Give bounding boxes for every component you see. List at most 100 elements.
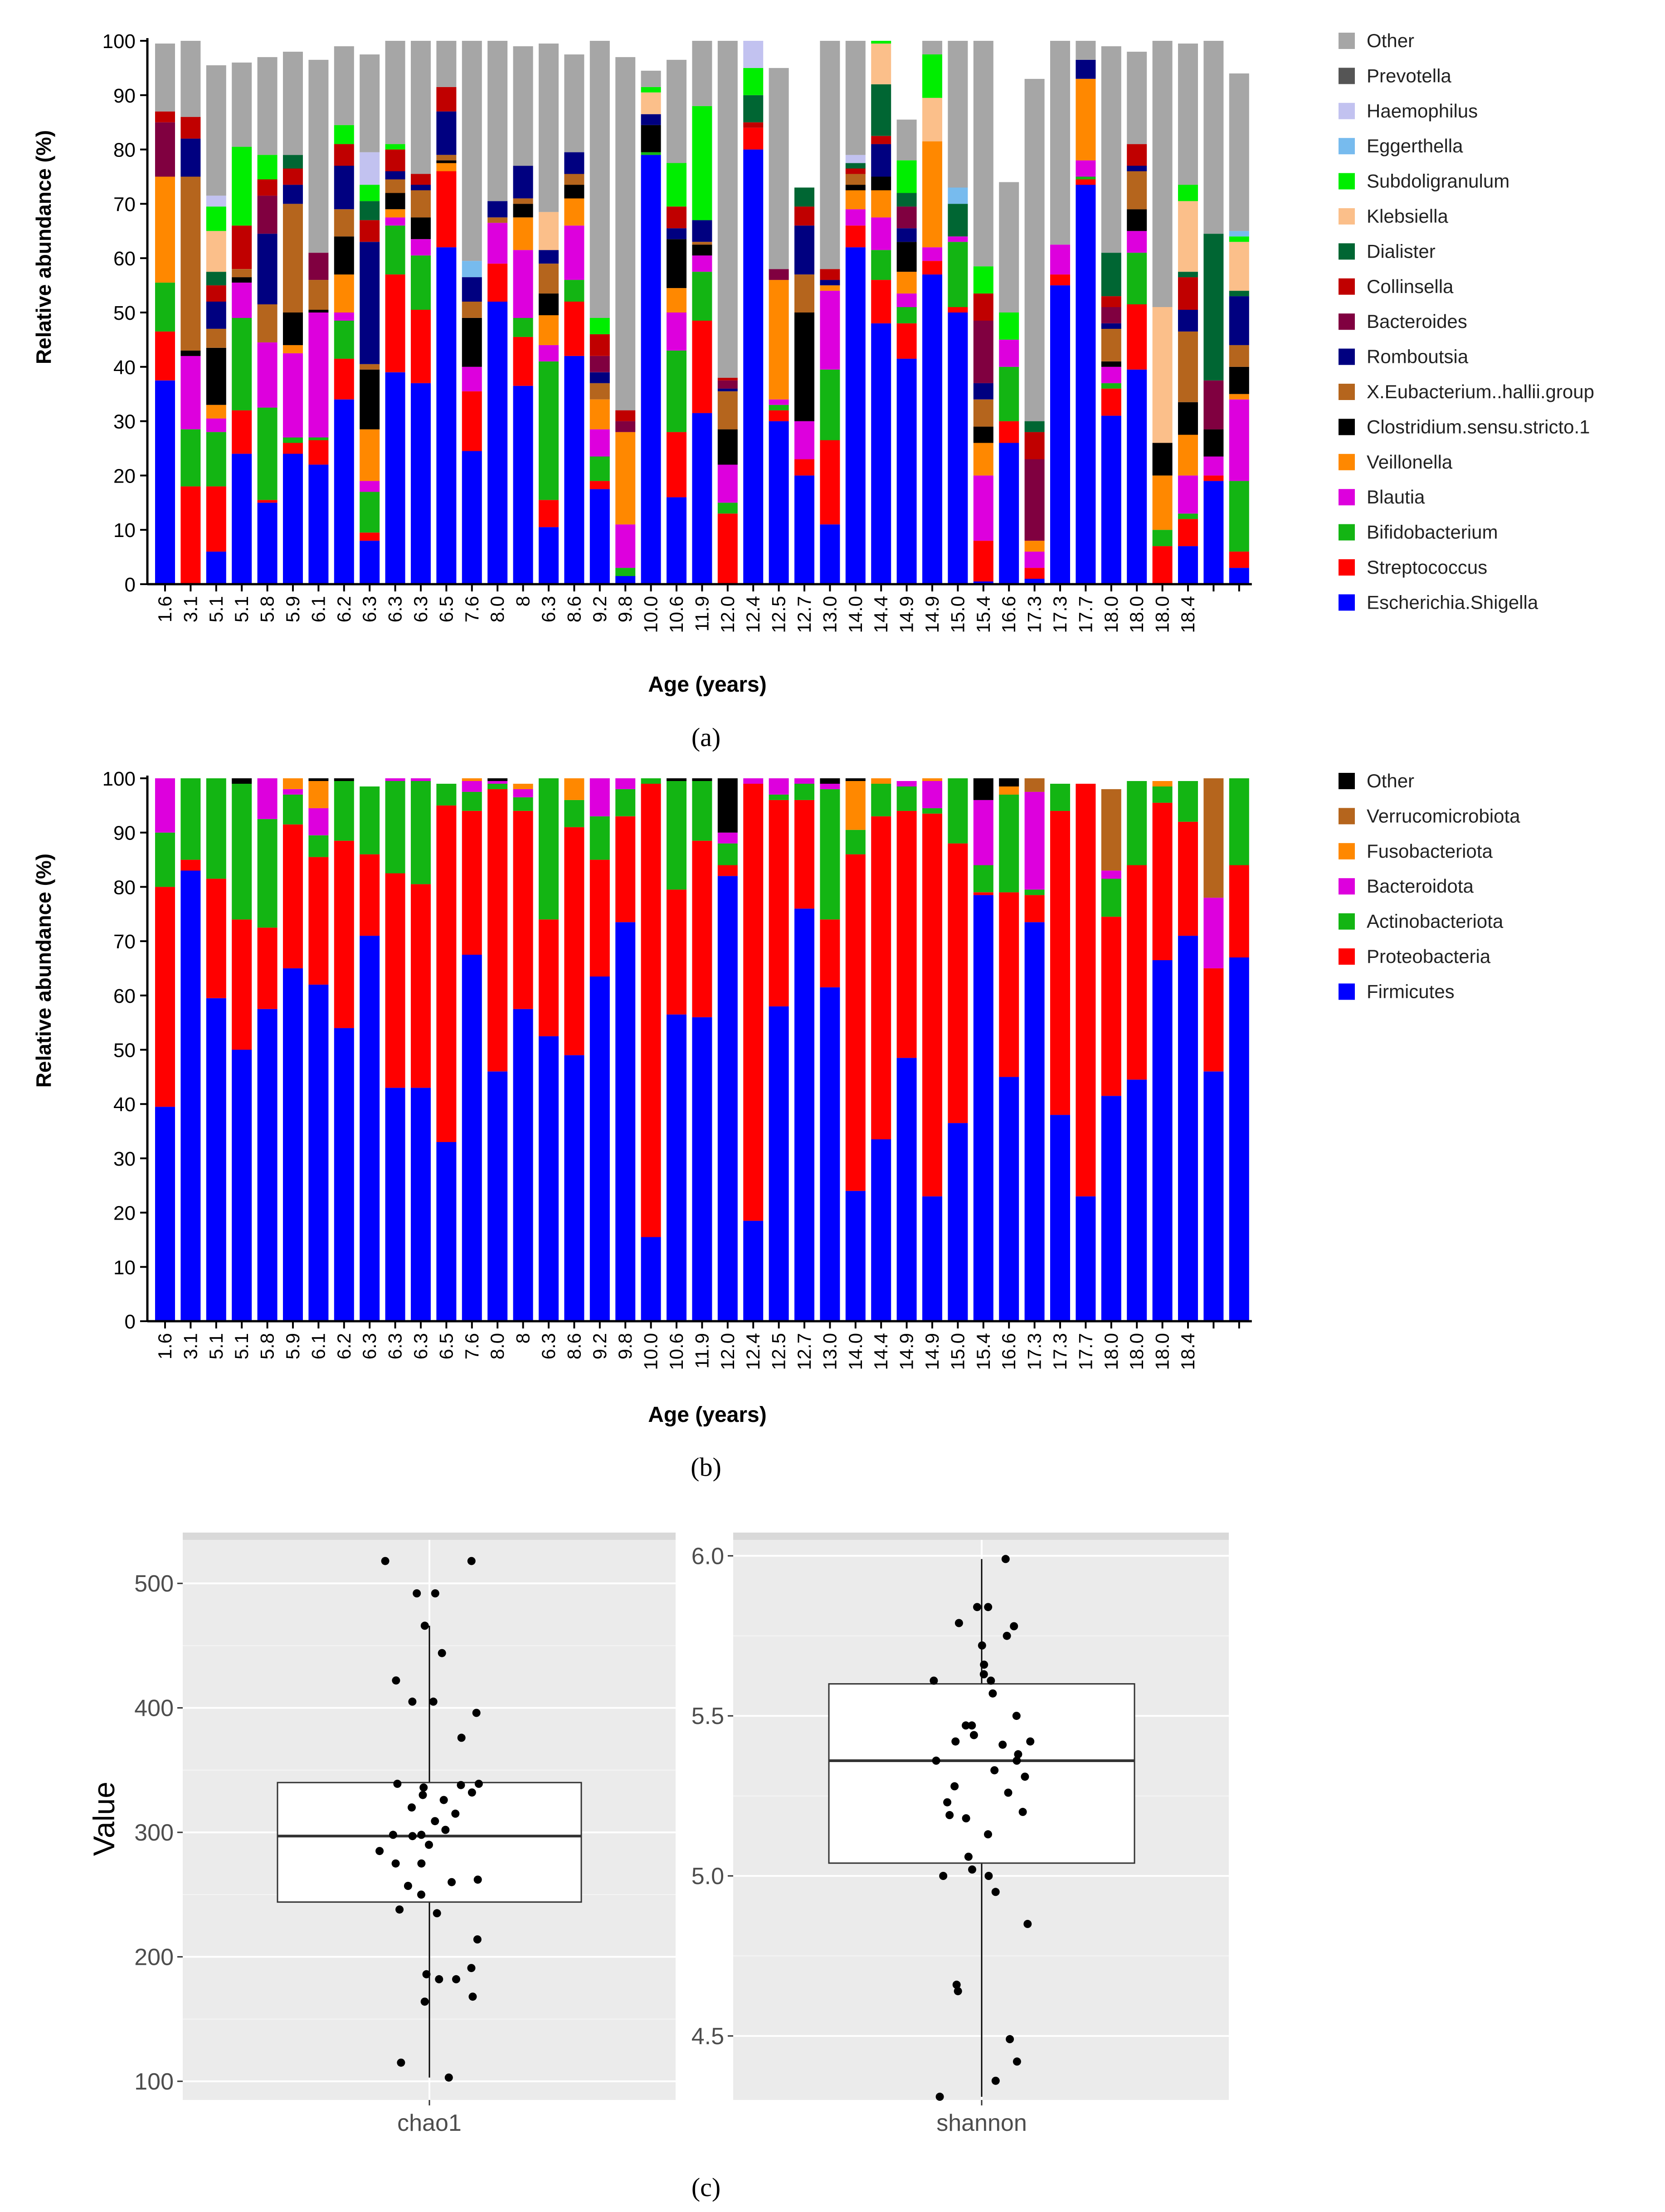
panel-a-bar-escherichia-shigella-26: [820, 524, 840, 584]
facet-chao1-point-41: [420, 1997, 429, 2006]
panel-b-bar-proteobacteria-12: [462, 811, 482, 955]
panel-a-bar-x-eubacterium-hallii-group-38: [1127, 171, 1147, 210]
panel-a-bar-bifidobacterium-38: [1127, 253, 1147, 304]
facet-chao1-point-21: [441, 1826, 450, 1834]
panel-a-bar-other-3: [232, 62, 252, 147]
panel-b-bar-firmicutes-19: [641, 1237, 661, 1321]
panel-a-bar-collinsella-22: [717, 377, 738, 381]
panel-b-bar-firmicutes-31: [948, 1123, 968, 1321]
panel-b-bar-actinobacteriota-8: [360, 786, 380, 855]
panel-a-bar-other-29: [896, 119, 917, 161]
panel-a-legend-swatch-haemophilus: [1339, 103, 1355, 119]
panel-a-bar-x-eubacterium-hallii-group-8: [360, 364, 380, 370]
panel-a-bar-collinsella-2: [206, 285, 226, 302]
panel-a-bar-other-4: [257, 57, 278, 155]
panel-b-bar-actinobacteriota-31: [948, 778, 968, 844]
facet-chao1-point-16: [419, 1791, 427, 1799]
panel-b-caption: (b): [691, 1452, 721, 1482]
panel-b-bar-actinobacteriota-7: [334, 781, 354, 841]
panel-a-bar-blautia-9: [385, 217, 405, 226]
panel-b-y-tick-label-30: 30: [113, 1148, 136, 1170]
panel-a-bar-haemophilus-23: [743, 41, 764, 68]
panel-a-x-tick-label-31: 15.0: [947, 596, 968, 633]
panel-b-bar-proteobacteria-24: [769, 800, 789, 1006]
panel-a-bar-other-35: [1050, 41, 1070, 245]
panel-b-legend-swatch-other: [1339, 773, 1355, 789]
panel-a-bar-other-6: [308, 59, 329, 253]
panel-b-bar-actinobacteriota-20: [667, 781, 686, 890]
facet-shannon-strip: [733, 1533, 1229, 1540]
panel-a-bar-escherichia-shigella-33: [999, 443, 1019, 584]
panel-a-bar-romboutsia-12: [462, 277, 482, 302]
panel-a-bar-subdoligranulum-7: [334, 125, 354, 144]
panel-a-bar-blautia-34: [1024, 552, 1045, 568]
panel-b-bar-actinobacteriota-22: [717, 843, 738, 865]
panel-a-bar-subdoligranulum-29: [896, 160, 917, 193]
panel-a-bar-other-30: [922, 41, 942, 54]
facet-shannon-point-9: [930, 1676, 938, 1685]
panel-b-bar-actinobacteriota-12: [462, 791, 482, 811]
panel-a-bar-streptococcus-42: [1229, 552, 1249, 568]
panel-b-x-tick-label-38: 18.0: [1126, 1333, 1147, 1370]
panel-a-bar-bacteroides-17: [589, 356, 610, 372]
panel-a-bar-bacteroides-0: [155, 122, 175, 177]
panel-a-bar-escherichia-shigella-15: [539, 527, 559, 584]
facet-chao1-point-43: [444, 2073, 453, 2082]
panel-b-x-tick-label-6: 6.1: [307, 1333, 329, 1359]
panel-a-bar-clostridium-sensu-stricto-1-29: [896, 242, 917, 272]
panel-a-bar-klebsiella-30: [922, 98, 942, 142]
panel-a-legend-label-blautia: Blautia: [1367, 486, 1425, 508]
panel-a-bar-x-eubacterium-hallii-group-40: [1178, 331, 1198, 402]
panel-a-x-tick-label-20: 10.6: [666, 596, 687, 633]
panel-a-bar-subdoligranulum-33: [999, 313, 1019, 340]
panel-b-bar-actinobacteriota-27: [845, 830, 866, 855]
panel-b-bar-verrucomicrobiota-34: [1024, 778, 1045, 792]
panel-a-legend-label-veillonella: Veillonella: [1367, 451, 1453, 473]
panel-b-x-tick-label-2: 5.1: [205, 1333, 227, 1359]
panel-b-bar-firmicutes-24: [769, 1006, 789, 1321]
panel-a-x-tick-label-16: 8.6: [563, 596, 584, 622]
panel-a-x-axis-title: Age (years): [648, 673, 766, 697]
panel-c-caption: (c): [691, 2173, 721, 2202]
facet-shannon-point-25: [1004, 1788, 1013, 1797]
panel-b-bar-actinobacteriota-18: [615, 789, 636, 816]
panel-a-bar-blautia-18: [615, 524, 636, 568]
panel-b-bar-firmicutes-6: [308, 984, 329, 1321]
panel-a-bar-x-eubacterium-hallii-group-4: [257, 304, 278, 342]
panel-a-bar-escherichia-shigella-37: [1101, 415, 1121, 584]
panel-b-legend-swatch-fusobacteriota: [1339, 843, 1355, 859]
panel-b-bar-proteobacteria-10: [411, 884, 431, 1088]
panel-b-bar-proteobacteria-30: [922, 813, 942, 1196]
panel-b-bar-actinobacteriota-14: [513, 797, 533, 811]
panel-a-bar-veillonella-34: [1024, 541, 1045, 552]
facet-shannon-point-22: [990, 1766, 999, 1775]
facet-shannon-point-34: [939, 1872, 948, 1880]
panel-b-bar-firmicutes-23: [743, 1221, 764, 1321]
panel-a-bar-streptococcus-40: [1178, 519, 1198, 547]
panel-b-bar-fusobacteriota-6: [308, 781, 329, 808]
panel-a-bar-clostridium-sensu-stricto-1-6: [308, 310, 329, 313]
panel-a-bar-x-eubacterium-hallii-group-32: [973, 399, 993, 427]
panel-b-x-tick-label-19: 10.0: [640, 1333, 662, 1370]
panel-a-bar-blautia-33: [999, 339, 1019, 367]
panel-a-x-tick-label-21: 11.9: [691, 596, 712, 632]
panel-a-bar-collinsella-34: [1024, 432, 1045, 459]
panel-a-bar-x-eubacterium-hallii-group-7: [334, 209, 354, 237]
facet-chao1-point-15: [467, 1788, 476, 1797]
panel-a-bar-x-eubacterium-hallii-group-2: [206, 328, 226, 348]
panel-b-legend-swatch-actinobacteriota: [1339, 913, 1355, 930]
facet-chao1-point-18: [408, 1803, 416, 1812]
panel-b-bar-firmicutes-3: [232, 1050, 252, 1321]
panel-a-bar-escherichia-shigella-32: [973, 581, 993, 584]
panel-a-bar-collinsella-9: [385, 149, 405, 171]
panel-a-bar-escherichia-shigella-35: [1050, 285, 1070, 584]
panel-a-bar-subdoligranulum-30: [922, 54, 942, 98]
panel-b-bar-proteobacteria-16: [564, 827, 584, 1055]
panel-a-bar-blautia-27: [845, 209, 866, 226]
panel-a-bar-escherichia-shigella-9: [385, 372, 405, 584]
panel-a-bar-bacteroides-37: [1101, 307, 1121, 323]
panel-b-y-tick-label-70: 70: [113, 931, 136, 953]
panel-a-bar-bifidobacterium-19: [641, 152, 661, 155]
panel-a-bar-other-39: [1152, 41, 1173, 307]
panel-a-bar-escherichia-shigella-5: [283, 454, 303, 584]
